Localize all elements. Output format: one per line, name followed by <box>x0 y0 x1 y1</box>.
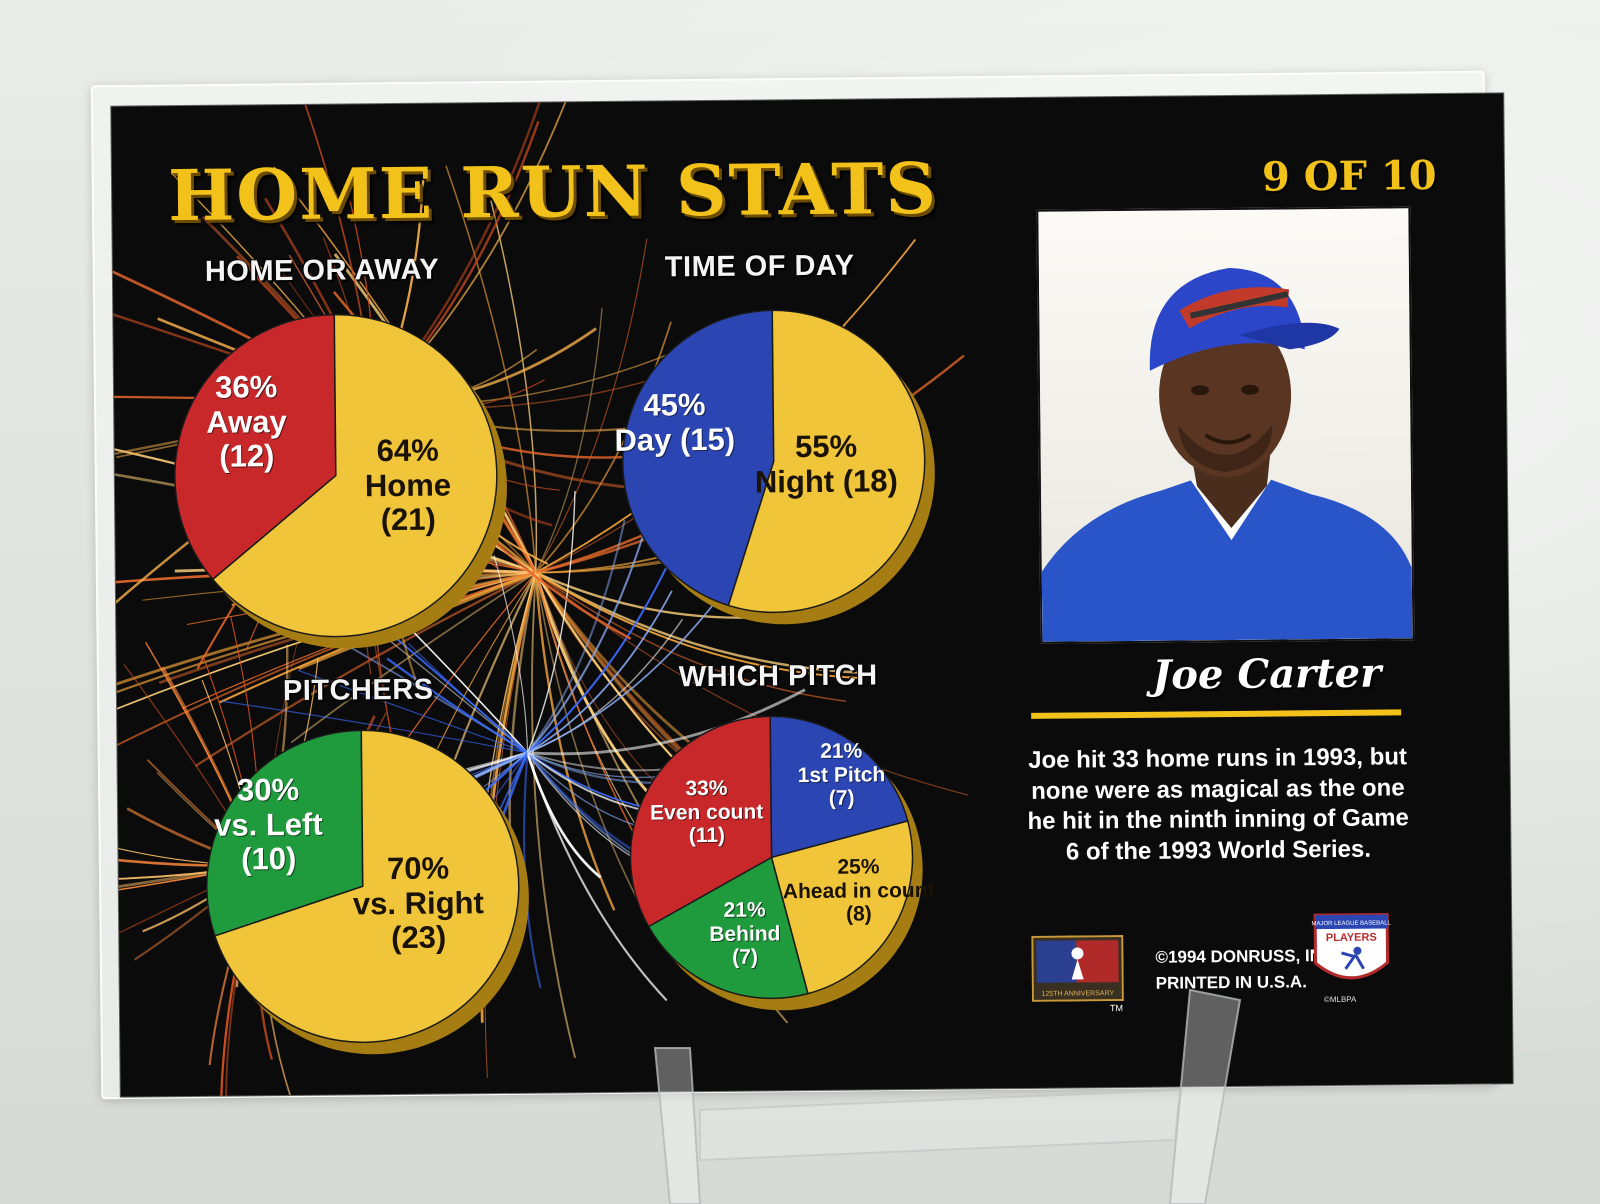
firework-streak <box>490 200 538 573</box>
slice-label-home: 64% Home (21) <box>364 432 452 538</box>
player-bio: Joe hit 33 home runs in 1993, but none w… <box>1027 743 1409 866</box>
slice-label-day: 45% Day (15) <box>614 387 736 458</box>
firework-streak <box>221 700 528 754</box>
slice-label-ahead-in-count: 25% Ahead in count (8) <box>782 855 935 926</box>
firework-streak <box>527 688 806 756</box>
firework-streak <box>386 657 529 754</box>
firework-streak <box>493 555 529 753</box>
firework-streak <box>535 572 658 786</box>
chart-title-pitchers: PITCHERS <box>282 673 434 708</box>
firework-streak <box>531 572 577 1059</box>
pie-slice-home <box>211 313 498 638</box>
firework-streak <box>526 491 576 754</box>
player-photo <box>1036 206 1415 644</box>
chart-title-home-or-away: HOME OR AWAY <box>204 253 440 288</box>
mlbpa-players-logo: MAJOR LEAGUE BASEBALL PLAYERS <box>1311 912 1392 980</box>
pie-slice-night-18 <box>727 309 926 614</box>
firework-streak <box>527 584 730 754</box>
firework-streak <box>526 752 668 1002</box>
trademark-mark: TM <box>1109 1003 1124 1014</box>
slice-label-night: 55% Night (18) <box>754 428 899 500</box>
pie-slice-day-15 <box>621 309 775 607</box>
slice-label-away: 36% Away (12) <box>206 369 287 475</box>
firework-streak <box>526 752 602 879</box>
firework-streak <box>527 590 673 754</box>
pie-slice-vs-right <box>213 729 520 1044</box>
slice-label-even-count: 33% Even count (11) <box>649 776 764 848</box>
mlbpa-copyright: ©MLBPA <box>1323 994 1357 1005</box>
mlb-logo-text: 125TH ANNIVERSARY <box>1041 990 1114 998</box>
pie-chart-time-of-day <box>621 309 935 625</box>
firework-streak <box>535 571 859 679</box>
pie-slice-even-count <box>629 715 773 928</box>
slice-label-vs-right: 70% vs. Right (23) <box>352 850 485 956</box>
firework-streak <box>535 571 874 675</box>
firework-streak <box>526 519 626 754</box>
slice-label-vs-left: 30% vs. Left (10) <box>214 771 323 877</box>
firework-streak <box>526 507 653 754</box>
trading-card: HOME RUN STATS 9 OF 10 HOME OR AWAY 36% … <box>111 93 1513 1097</box>
mlbpa-logo-line2: PLAYERS <box>1326 932 1377 944</box>
slice-label-1st-pitch: 21% 1st Pitch (7) <box>797 739 886 810</box>
chart-title-time-of-day: TIME OF DAY <box>664 249 855 284</box>
slice-label-behind: 21% Behind (7) <box>709 898 781 969</box>
pie-slice-behind <box>647 856 809 1000</box>
player-name: Joe Carter <box>1152 649 1382 699</box>
card-title: HOME RUN STATS <box>167 146 939 238</box>
firework-streak <box>194 571 537 768</box>
firework-streak <box>111 571 537 756</box>
firework-streak <box>535 307 603 573</box>
mlb-anniversary-logo: 125TH ANNIVERSARY <box>1031 935 1124 1002</box>
pie-chart-home-or-away <box>174 313 507 649</box>
firework-streak <box>535 572 846 702</box>
firework-streak <box>535 238 648 573</box>
chart-title-which-pitch: WHICH PITCH <box>678 659 878 694</box>
pie-slice-ahead-in-count <box>770 820 914 995</box>
firework-streak <box>297 669 528 754</box>
pie-chart-which-pitch <box>629 715 923 1011</box>
pie-slice-1st-pitch <box>769 715 909 859</box>
firework-streak <box>535 321 672 574</box>
card-number: 9 OF 10 <box>1261 151 1437 201</box>
pie-slice-away <box>174 313 337 581</box>
pie-chart-pitchers <box>206 729 529 1055</box>
mlbpa-logo-line1: MAJOR LEAGUE BASEBALL <box>1311 920 1391 927</box>
pie-slice-vs-left <box>206 729 364 937</box>
